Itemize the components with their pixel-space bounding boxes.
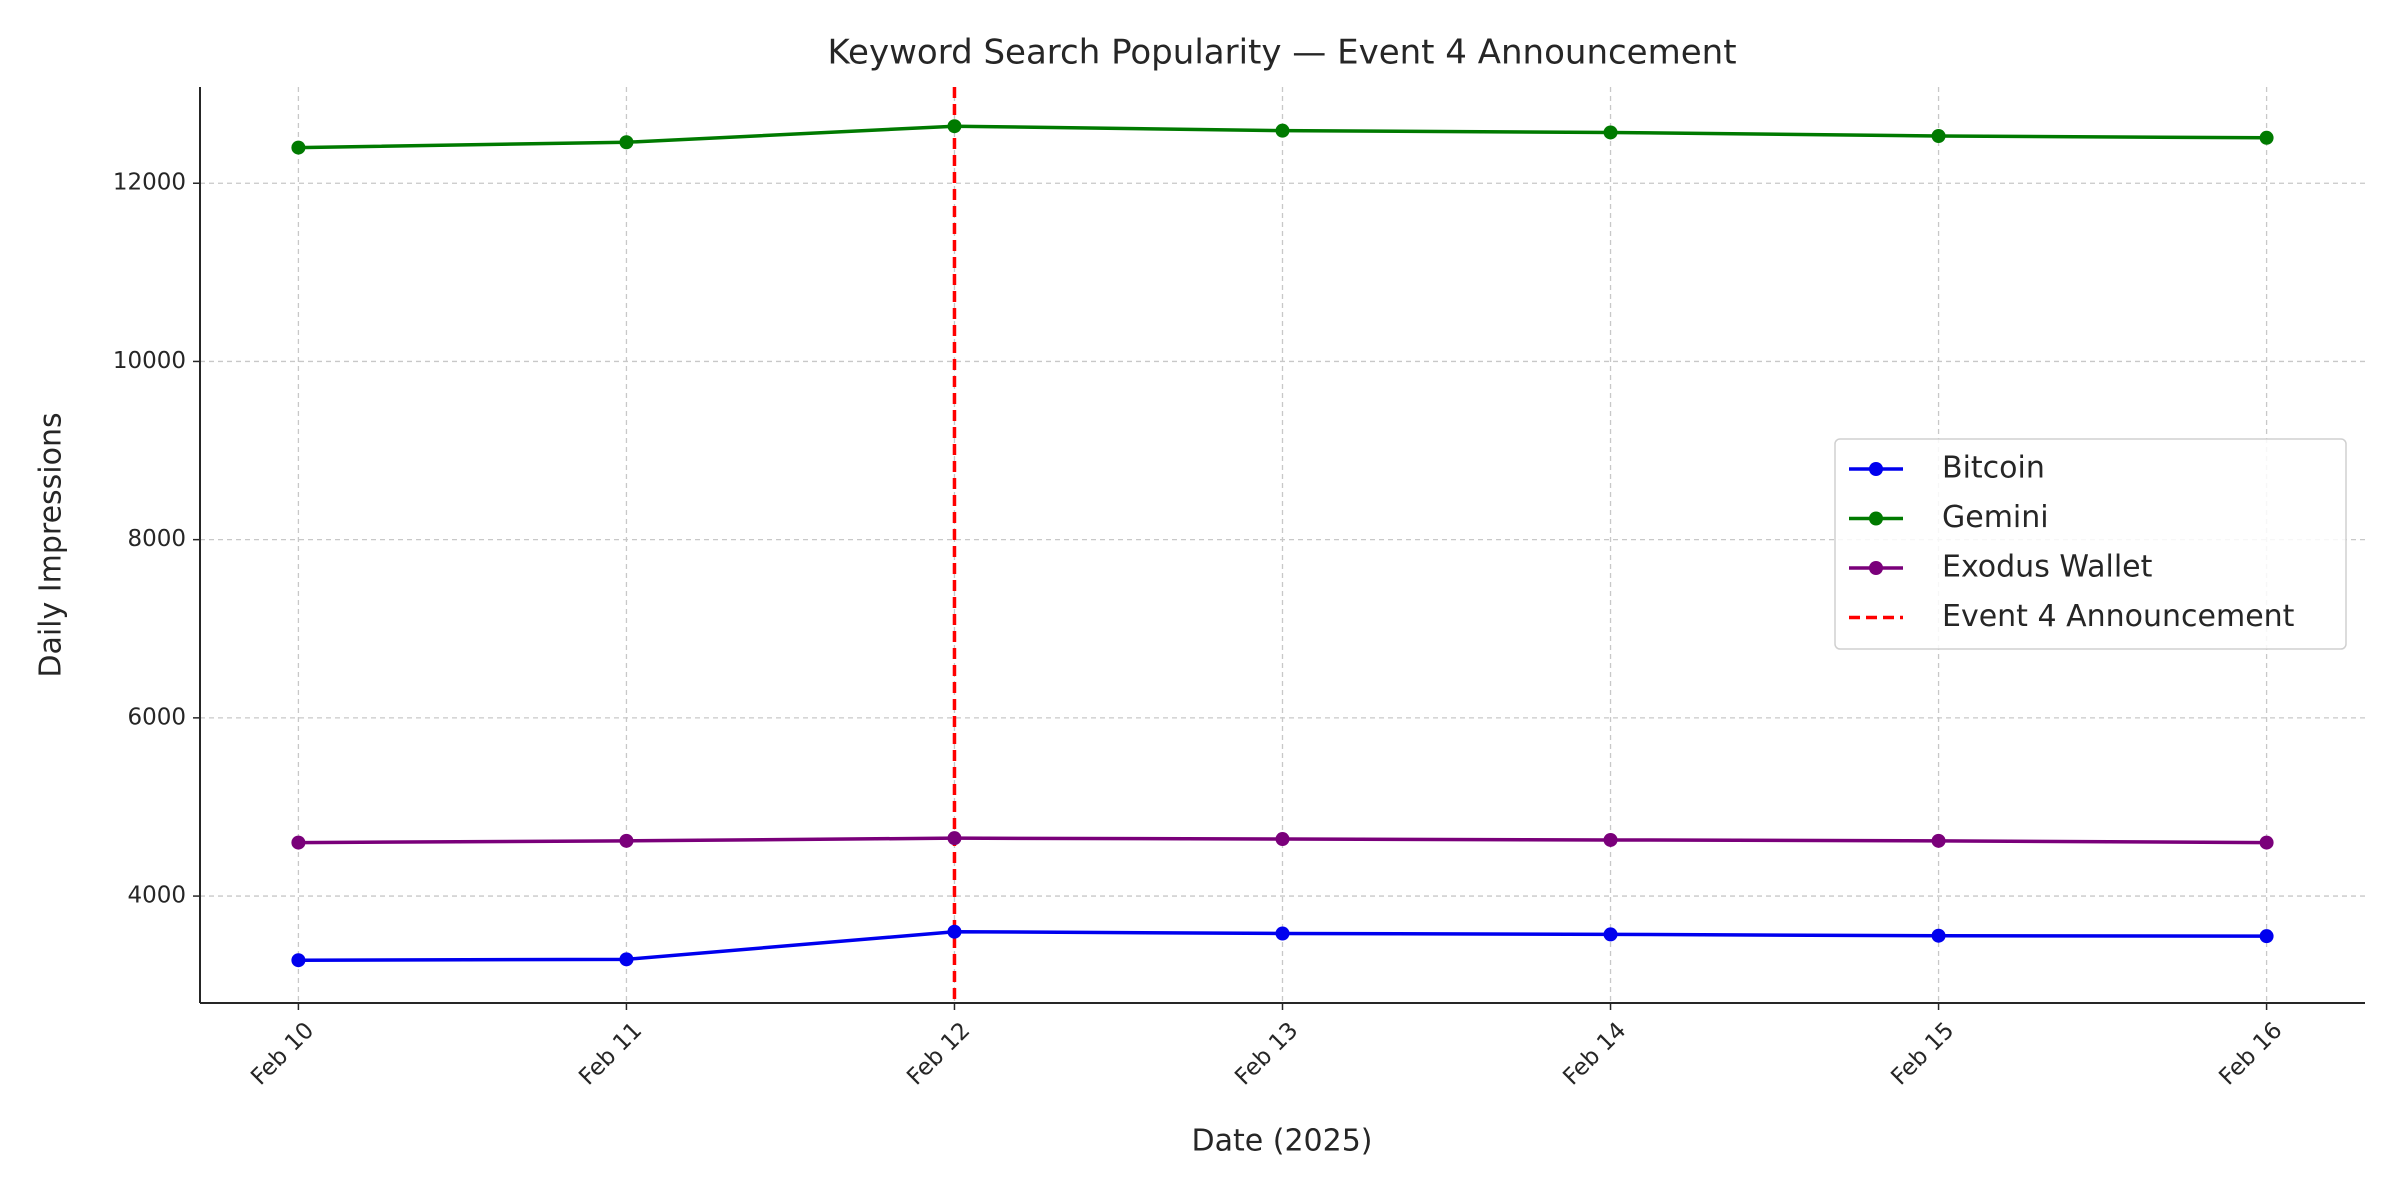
data-point [291, 953, 306, 968]
legend-marker [1869, 561, 1883, 575]
data-point [1275, 832, 1290, 847]
data-point [2259, 929, 2274, 944]
x-tick-label: Feb 10 [246, 1017, 319, 1090]
legend-label: Event 4 Announcement [1942, 599, 2295, 634]
legend-marker [1869, 462, 1883, 476]
legend-marker [1869, 511, 1883, 526]
data-point [1275, 123, 1290, 138]
x-tick-label: Feb 13 [1230, 1017, 1303, 1090]
data-point [1603, 927, 1618, 942]
x-tick-label: Feb 12 [902, 1017, 975, 1090]
data-point [1275, 926, 1290, 941]
data-point [291, 835, 306, 850]
data-point [1603, 832, 1618, 847]
data-point [1931, 833, 1946, 848]
data-point [1931, 129, 1946, 144]
data-point [2259, 835, 2274, 850]
data-point [1931, 928, 1946, 943]
legend-label: Exodus Wallet [1942, 550, 2153, 585]
legend-label: Gemini [1942, 500, 2049, 535]
y-tick-label: 4000 [127, 883, 186, 909]
data-point [619, 833, 634, 848]
y-axis-label: Daily Impressions [34, 412, 69, 677]
x-tick-label: Feb 16 [2214, 1017, 2287, 1090]
x-tick-label: Feb 11 [574, 1017, 647, 1090]
x-tick-label: Feb 14 [1558, 1017, 1631, 1090]
y-tick-label: 6000 [127, 704, 186, 730]
chart-title: Keyword Search Popularity — Event 4 Anno… [827, 33, 1736, 73]
legend-label: Bitcoin [1942, 451, 2045, 486]
y-tick-label: 8000 [127, 526, 186, 552]
data-point [947, 924, 962, 939]
data-point [619, 952, 634, 967]
data-point [1603, 125, 1618, 140]
data-point [619, 135, 634, 150]
data-point [2259, 130, 2274, 145]
data-point [291, 140, 306, 155]
data-point [947, 831, 962, 846]
y-tick-label: 12000 [113, 170, 186, 196]
legend-box [1834, 438, 2347, 650]
x-tick-label: Feb 15 [1886, 1017, 1959, 1090]
x-axis-label: Date (2025) [1192, 1124, 1373, 1159]
y-tick-label: 10000 [113, 348, 186, 374]
data-point [947, 119, 962, 134]
